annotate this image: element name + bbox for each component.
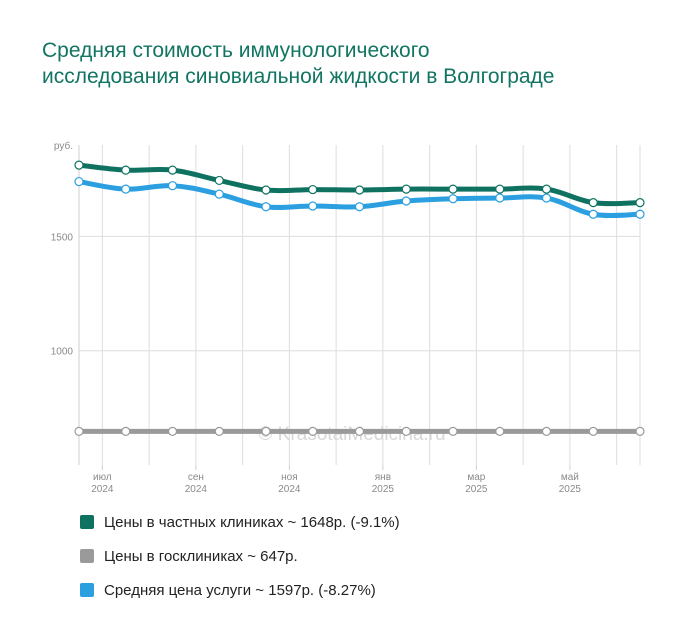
- data-point: [448, 184, 458, 194]
- x-tick-label-year: 2025: [559, 484, 582, 495]
- x-tick-label-month: май: [561, 472, 579, 483]
- legend-item: Средняя цена услуги ~ 1597р. (-8.27%): [80, 580, 400, 600]
- data-point: [214, 426, 224, 436]
- data-point: [167, 426, 178, 436]
- data-point: [167, 181, 178, 191]
- data-point: [308, 201, 318, 211]
- data-point: [495, 184, 505, 194]
- y-tick-label: 1500: [51, 232, 74, 243]
- legend-swatch: [80, 515, 94, 529]
- data-point: [167, 165, 178, 175]
- legend-swatch: [80, 549, 94, 563]
- data-point: [588, 426, 598, 436]
- x-tick-label-year: 2025: [372, 484, 395, 495]
- legend-label: Цены в госклиниках ~ 647р.: [104, 547, 298, 565]
- data-point: [541, 193, 552, 203]
- legend-item: Цены в госклиниках ~ 647р.: [80, 546, 400, 566]
- chart-title: Средняя стоимость иммунологического иссл…: [42, 39, 555, 88]
- watermark: © KrasotaiMedicina.ru: [258, 424, 445, 445]
- data-point: [261, 426, 271, 436]
- x-tick-label-month: сен: [188, 472, 204, 483]
- data-point: [448, 194, 458, 204]
- data-point: [401, 426, 411, 436]
- x-tick-label-month: ноя: [281, 472, 298, 483]
- data-point: [448, 426, 458, 436]
- x-tick-label-year: 2024: [278, 484, 301, 495]
- data-point: [588, 209, 598, 219]
- data-point: [74, 426, 84, 436]
- y-tick-label: 1000: [51, 347, 74, 358]
- data-point: [308, 184, 318, 195]
- data-point: [635, 198, 645, 208]
- axes: 10001500руб.июл2024сен2024ноя2024янв2025…: [51, 140, 582, 495]
- data-point: [588, 198, 598, 208]
- data-point: [121, 184, 131, 194]
- x-tick-label-year: 2024: [91, 484, 114, 495]
- data-point: [121, 165, 131, 175]
- data-point: [635, 426, 645, 436]
- data-point: [541, 184, 552, 194]
- data-point: [261, 185, 271, 195]
- x-tick-label-month: мар: [467, 472, 485, 483]
- data-point: [308, 426, 318, 436]
- x-tick-label-year: 2024: [185, 484, 208, 495]
- data-point: [401, 184, 411, 194]
- x-tick-label-year: 2025: [465, 484, 488, 495]
- x-tick-label-month: июл: [93, 472, 112, 483]
- data-point: [354, 426, 365, 436]
- data-point: [495, 193, 505, 203]
- data-point: [74, 176, 84, 187]
- y-unit-label: руб.: [54, 140, 73, 152]
- data-point: [495, 426, 505, 436]
- x-tick-label-month: янв: [375, 472, 391, 483]
- legend-label: Цены в частных клиниках ~ 1648р. (-9.1%): [104, 513, 400, 531]
- data-point: [541, 426, 552, 436]
- legend-swatch: [80, 583, 94, 597]
- legend-label: Средняя цена услуги ~ 1597р. (-8.27%): [104, 581, 376, 599]
- data-point: [121, 426, 131, 436]
- data-point: [74, 160, 84, 170]
- data-point: [214, 189, 224, 199]
- data-point: [354, 202, 365, 212]
- data-point: [261, 202, 271, 212]
- data-point: [214, 175, 224, 186]
- line-chart: © KrasotaiMedicina.ru 10001500руб.июл202…: [51, 140, 645, 495]
- legend-item: Цены в частных клиниках ~ 1648р. (-9.1%): [80, 512, 400, 532]
- data-point: [401, 196, 411, 206]
- data-point: [635, 209, 645, 219]
- data-point: [354, 185, 365, 195]
- legend: Цены в частных клиниках ~ 1648р. (-9.1%)…: [80, 512, 400, 614]
- data-points: [74, 160, 645, 436]
